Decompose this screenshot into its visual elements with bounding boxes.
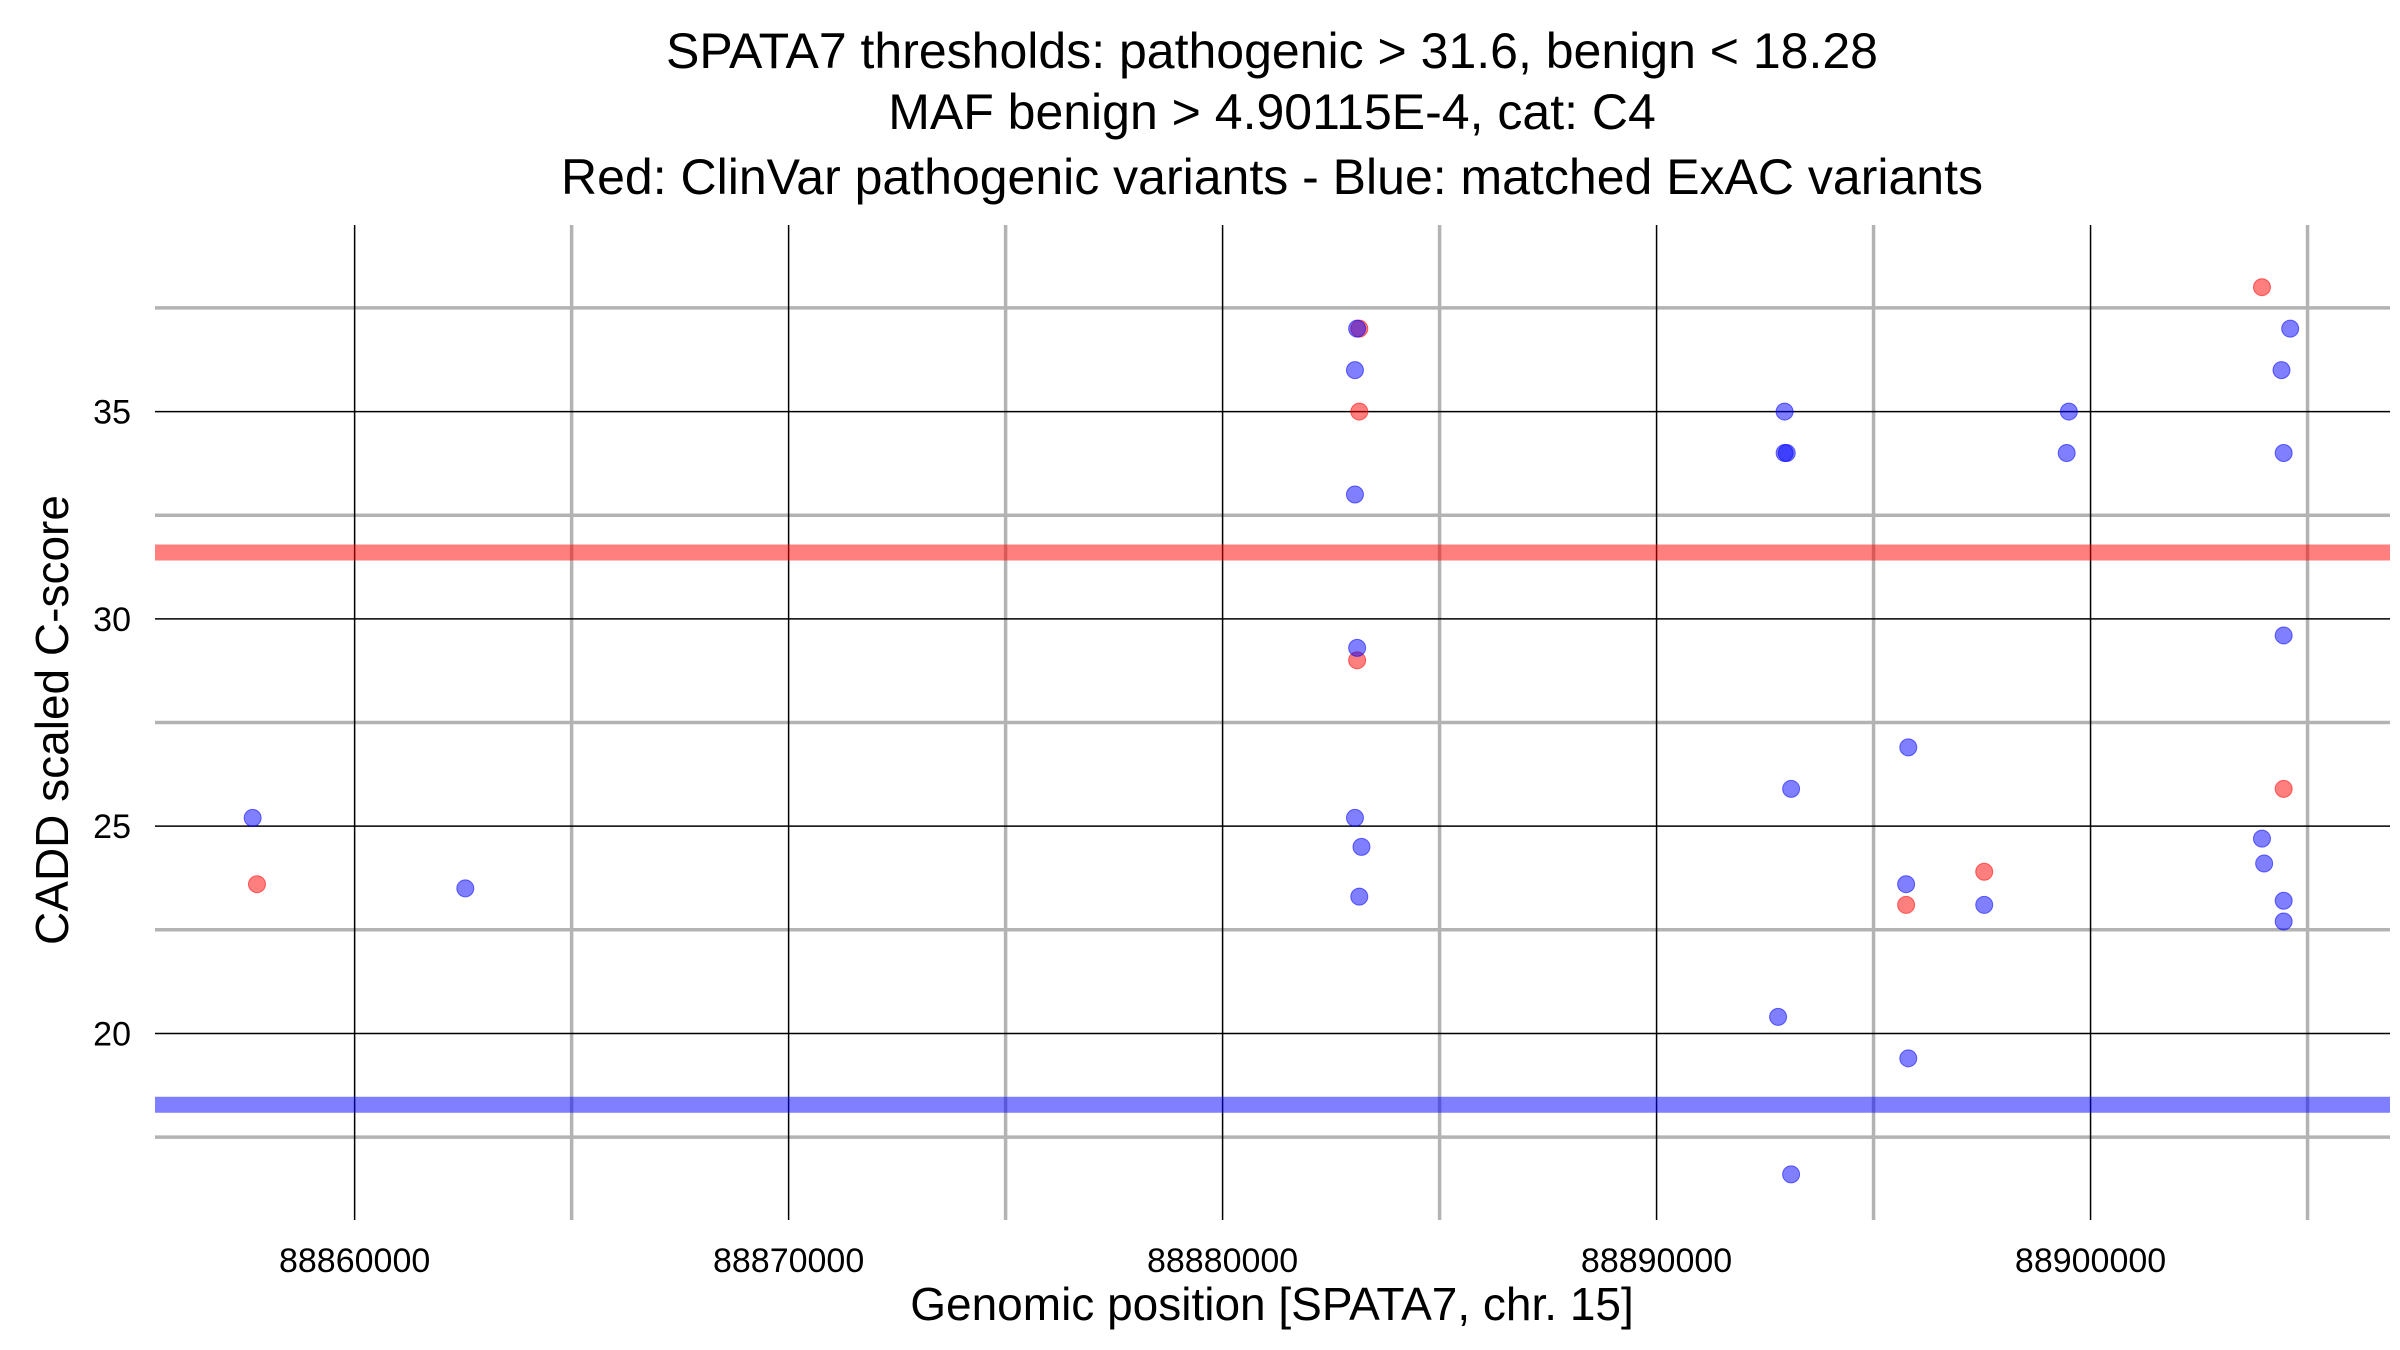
title-line-1: SPATA7 thresholds: pathogenic > 31.6, be… [666, 23, 1878, 79]
title-line-3: Red: ClinVar pathogenic variants - Blue:… [561, 149, 1983, 205]
y-tick-label: 25 [93, 808, 131, 846]
clinvar-pathogenic-point [247, 875, 266, 894]
x-tick-label: 88870000 [713, 1242, 864, 1280]
x-tick-label: 88880000 [1147, 1242, 1298, 1280]
exac-variant-point [1775, 402, 1794, 421]
exac-variant-point [1345, 808, 1364, 827]
title-line-2: MAF benign > 4.90115E-4, cat: C4 [888, 84, 1656, 140]
x-axis-title: Genomic position [SPATA7, chr. 15] [910, 1278, 1634, 1330]
clinvar-pathogenic-point [1897, 895, 1916, 914]
y-tick-label: 20 [93, 1015, 131, 1053]
exac-variant-point [2252, 829, 2271, 848]
exac-variant-point [1352, 837, 1371, 856]
threshold-lines [155, 544, 2390, 1113]
clinvar-pathogenic-point [2274, 779, 2293, 798]
major-gridlines [155, 225, 2390, 1220]
exac-variant-point [1769, 1007, 1788, 1026]
exac-variant-point [2274, 912, 2293, 931]
exac-variant-point [2281, 319, 2300, 338]
chart-title: SPATA7 thresholds: pathogenic > 31.6, be… [561, 23, 1983, 205]
clinvar-pathogenic-point [1350, 402, 1369, 421]
clinvar-pathogenic-point [2252, 278, 2271, 297]
x-tick-label: 88900000 [2015, 1242, 2166, 1280]
exac-variant-point [1899, 738, 1918, 757]
exac-variant-point [1348, 319, 1367, 338]
exac-variant-point [2272, 361, 2291, 380]
exac-variant-point [243, 808, 262, 827]
minor-gridlines [155, 225, 2390, 1220]
exac-variant-point [1897, 875, 1916, 894]
exac-variant-point [1345, 361, 1364, 380]
y-tick-label: 35 [93, 394, 131, 432]
exac-variant-point [1899, 1049, 1918, 1068]
exac-variant-point [2274, 626, 2293, 645]
y-axis-title: CADD scaled C-score [26, 495, 78, 945]
x-axis-tick-labels: 88860000 88870000 88880000 88890000 88900000 [279, 1242, 2166, 1280]
x-tick-label: 88890000 [1581, 1242, 1732, 1280]
y-axis-tick-labels: 20 25 30 35 [93, 394, 131, 1054]
exac-variant-point [1782, 779, 1801, 798]
y-tick-label: 30 [93, 601, 131, 639]
exac-variant-point [1345, 485, 1364, 504]
exac-variant-point [2255, 854, 2274, 873]
exac-variant-point [2274, 444, 2293, 463]
x-tick-label: 88860000 [279, 1242, 430, 1280]
exac-variant-point [2274, 891, 2293, 910]
exac-variant-point [1975, 895, 1994, 914]
clinvar-pathogenic-point [1975, 862, 1994, 881]
exac-variant-point [2057, 444, 2076, 463]
exac-variant-point [2059, 402, 2078, 421]
exac-variant-point [1348, 638, 1367, 657]
exac-variant-point [456, 879, 475, 898]
exac-variant-point [1782, 1165, 1801, 1184]
exac-variant-point [1350, 887, 1369, 906]
data-points [243, 278, 2300, 1184]
exac-variant-point [1777, 444, 1796, 463]
